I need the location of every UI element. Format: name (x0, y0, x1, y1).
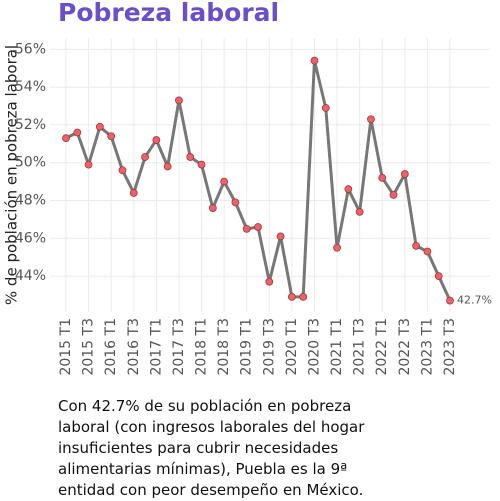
point (310, 56, 319, 65)
point (107, 132, 116, 141)
point (231, 198, 240, 207)
x-tick-label: 2017 T3 (171, 318, 187, 376)
point (446, 296, 454, 305)
point (299, 292, 308, 301)
point (400, 170, 409, 178)
point (84, 160, 93, 169)
x-tick-label: 2018 T3 (216, 318, 232, 376)
y-axis-label: % de población en pobreza laboral (3, 45, 21, 305)
point (208, 204, 217, 212)
point (118, 166, 127, 175)
x-tick-label: 2022 T1 (374, 318, 390, 376)
point (378, 173, 387, 182)
x-tick-label: 2018 T1 (194, 318, 210, 376)
point (186, 153, 195, 161)
point (254, 223, 262, 231)
point (175, 96, 183, 105)
y-tick-label: 46% (15, 230, 46, 246)
value-label: 42.7% (457, 294, 492, 307)
point (242, 224, 251, 233)
x-tick-label: 2021 T3 (352, 318, 368, 376)
point (141, 153, 149, 161)
x-tick-label: 2020 T1 (284, 318, 300, 376)
point (333, 243, 341, 252)
y-tick-label: 44% (15, 268, 46, 284)
caption: Con 42.7% de su población en pobreza lab… (58, 397, 365, 499)
x-tick-label: 2023 T1 (419, 318, 435, 376)
point (163, 162, 172, 171)
chart: Pobreza laboral % de población en pobrez… (3, 0, 492, 376)
x-tick-label: 2015 T1 (58, 318, 74, 376)
point (321, 104, 330, 112)
chart-title: Pobreza laboral (58, 0, 279, 27)
point (95, 122, 104, 131)
point (389, 190, 398, 199)
point (197, 160, 206, 169)
point (220, 177, 229, 186)
line (65, 59, 452, 302)
x-tick-label: 2022 T3 (397, 318, 413, 376)
point (412, 241, 421, 250)
x-tick-label: 2016 T1 (103, 318, 119, 376)
x-tick-label: 2021 T1 (329, 318, 345, 376)
y-tick-label: 50% (15, 155, 46, 171)
point (152, 136, 161, 144)
x-tick-label: 2020 T3 (306, 318, 322, 376)
y-tick-label: 52% (15, 117, 46, 133)
y-tick-label: 48% (15, 193, 46, 209)
x-tick-label: 2023 T3 (442, 318, 458, 376)
x-tick-label: 2019 T1 (239, 318, 255, 376)
point (344, 185, 353, 194)
point (367, 115, 375, 124)
point (355, 207, 364, 216)
point (62, 134, 70, 143)
x-tick-label: 2016 T3 (126, 318, 142, 376)
point (265, 277, 274, 286)
point (423, 247, 432, 256)
point (73, 128, 82, 137)
x-tick-label: 2015 T3 (81, 318, 97, 376)
x-tick-label: 2017 T1 (148, 318, 164, 376)
y-tick-label: 56% (15, 41, 46, 57)
point (287, 292, 296, 301)
point (129, 189, 138, 197)
point (276, 232, 285, 241)
x-tick-label: 2019 T3 (261, 318, 277, 376)
point (434, 272, 443, 280)
y-tick-label: 54% (15, 79, 46, 95)
